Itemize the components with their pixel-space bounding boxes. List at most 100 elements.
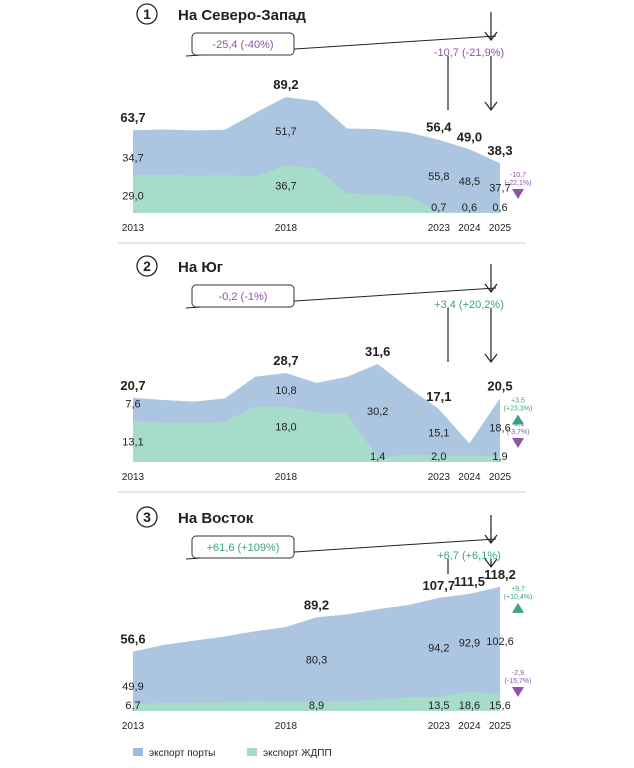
- year-tick-label: 2025: [489, 223, 512, 234]
- rail-value-label: 0,7: [431, 202, 446, 214]
- arrow-2025-head: [484, 101, 498, 111]
- year-tick-label: 2025: [489, 721, 512, 732]
- rail-value-label: 0,6: [492, 202, 507, 214]
- panel-number-circle: [136, 3, 158, 25]
- rail-area: [133, 406, 500, 462]
- total-value-label: 56,6: [120, 632, 145, 647]
- total-value-label: 49,0: [457, 129, 482, 144]
- panel-title: На Северо-Запад: [178, 7, 306, 24]
- ports-value-label: 92,9: [459, 638, 480, 650]
- period-change-box: [191, 535, 295, 559]
- ports-change-up-icon: [512, 414, 524, 425]
- year-tick-label: 2023: [428, 223, 451, 234]
- ports-area: [133, 586, 500, 711]
- period-change-box: [191, 32, 295, 56]
- ports-value-label: 51,7: [275, 126, 296, 138]
- rail-value-label: 1,4: [370, 451, 385, 463]
- year-tick-label: 2023: [428, 721, 451, 732]
- year-change-label: -10,7 (-21,9%): [434, 47, 504, 59]
- total-value-label: 107,7: [423, 578, 456, 593]
- rail-value-label: 18,0: [275, 422, 296, 434]
- ports-change-value: +9,7: [511, 586, 525, 593]
- chart-panel-2: 2 На Юг -0,2 (-1%) +3,4 (+20,2%) 20,7 7,6 13,1…: [118, 255, 533, 493]
- panel-title: На Восток: [178, 510, 254, 527]
- total-value-label: 28,7: [273, 353, 298, 368]
- total-value-label: 89,2: [273, 77, 298, 92]
- rail-change-value: -10,7: [510, 172, 526, 179]
- rail-change-down-icon: [512, 189, 524, 199]
- ports-value-label: 80,3: [306, 654, 327, 666]
- legend-label: экспорт ЖДПП: [263, 748, 332, 759]
- year-tick-label: 2013: [122, 223, 145, 234]
- rail-change-down-icon: [512, 687, 524, 697]
- rail-change-pct: (-22,1%): [505, 180, 532, 187]
- rail-change-value: -0,1: [512, 421, 524, 428]
- arrow-2025-head: [484, 353, 498, 363]
- rail-change-value: -2,9: [512, 670, 524, 677]
- legend-swatch: [247, 748, 257, 756]
- rail-value-label: 6,7: [125, 700, 140, 712]
- panel-number-circle: [136, 255, 158, 277]
- panel-number: 2: [143, 258, 151, 274]
- ports-change-up-icon: [512, 602, 524, 613]
- year-tick-label: 2024: [458, 721, 481, 732]
- ports-value-label: 49,9: [122, 681, 143, 693]
- total-value-label: 118,2: [484, 567, 516, 582]
- ports-value-label: 18,6: [489, 422, 510, 434]
- total-value-label: 20,7: [120, 378, 145, 393]
- total-value-label: 31,6: [365, 344, 390, 359]
- rail-value-label: 0,6: [462, 202, 477, 214]
- year-tick-label: 2024: [458, 223, 481, 234]
- rail-value-label: 13,1: [122, 436, 143, 448]
- year-tick-label: 2018: [275, 223, 298, 234]
- panel-number: 1: [143, 6, 151, 22]
- year-tick-label: 2018: [275, 721, 298, 732]
- ports-value-label: 34,7: [122, 152, 143, 164]
- total-value-label: 20,5: [487, 378, 512, 393]
- total-value-label: 56,4: [426, 120, 452, 135]
- arrow-2025-top-head: [484, 31, 498, 41]
- ports-change-pct: (+23,3%): [504, 405, 533, 412]
- ports-value-label: 37,7: [489, 183, 510, 195]
- panel-number-circle: [136, 506, 158, 528]
- year-tick-label: 2023: [428, 472, 451, 483]
- total-value-label: 89,2: [304, 597, 329, 612]
- year-tick-label: 2013: [122, 472, 145, 483]
- ports-change-pct: (+10,4%): [504, 594, 533, 601]
- period-change-label: -0,2 (-1%): [219, 291, 268, 303]
- arrow-2025-top-head: [484, 283, 498, 293]
- ports-value-label: 48,5: [459, 176, 480, 188]
- ports-value-label: 10,8: [275, 385, 296, 397]
- rail-change-pct: (-15,7%): [505, 678, 532, 685]
- rail-area: [133, 165, 500, 213]
- total-value-label: 17,1: [426, 389, 451, 404]
- total-value-label: 63,7: [120, 110, 145, 125]
- year-tick-label: 2013: [122, 721, 145, 732]
- chart-panel-3: 3 На Восток+61,6 (+109%)+6,7 (+6,1%)56,64…: [120, 506, 533, 732]
- rail-value-label: 18,6: [459, 700, 480, 712]
- rail-value-label: 29,0: [122, 190, 143, 202]
- rail-value-label: 36,7: [275, 180, 296, 192]
- legend-label: экспорт порты: [149, 748, 215, 759]
- panel-number: 3: [143, 509, 151, 525]
- total-value-label: 111,5: [454, 574, 485, 589]
- ports-value-label: 15,1: [428, 427, 449, 439]
- year-tick-label: 2018: [275, 472, 298, 483]
- rail-change-pct: (-3,7%): [507, 429, 530, 436]
- year-tick-label: 2025: [489, 472, 512, 483]
- ports-value-label: 55,8: [428, 171, 449, 183]
- arrow-2025-head: [484, 558, 498, 568]
- arrow-2025-top-head: [484, 534, 498, 544]
- legend-swatch: [133, 748, 143, 756]
- total-value-label: 38,3: [487, 143, 512, 158]
- period-change-label: -25,4 (-40%): [212, 39, 273, 51]
- rail-area: [133, 691, 500, 711]
- rail-value-label: 13,5: [428, 700, 449, 712]
- ports-value-label: 94,2: [428, 642, 449, 654]
- ports-change-value: +3,5: [511, 397, 525, 404]
- year-tick-label: 2024: [458, 472, 481, 483]
- rail-value-label: 15,6: [489, 700, 510, 712]
- chart-panel-1: 1 На Северо-Запад -25,4 (-40%) -10,7 (-21,9…: [118, 3, 532, 244]
